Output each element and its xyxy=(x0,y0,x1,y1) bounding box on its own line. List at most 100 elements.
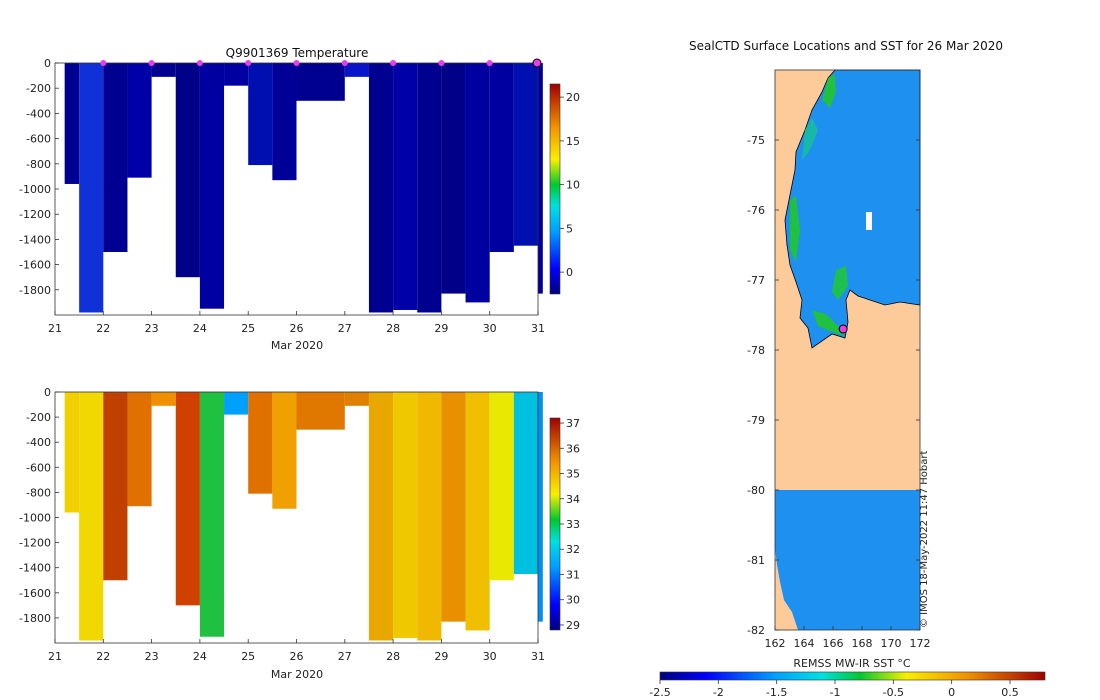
salinity-profile xyxy=(465,392,490,631)
x-tick-label: 23 xyxy=(145,322,159,335)
salinity-colorbar-ticks: 37 36 35 34 33 32 31 30 29 xyxy=(560,417,580,632)
temperature-profile xyxy=(79,63,104,313)
salinity-colorbar xyxy=(549,417,561,631)
temperature-colorbar xyxy=(549,83,561,295)
map-x-tick-label: 166 xyxy=(823,637,844,650)
y-tick-label: -800 xyxy=(26,486,51,499)
surface-marker xyxy=(390,60,397,66)
map-y-ticks: -75 -76 -77 -78 -79 -80 -81 -82 xyxy=(747,134,920,637)
salinity-profile xyxy=(513,392,538,574)
colorbar-tick-label: 5 xyxy=(566,222,573,235)
salinity-profile xyxy=(103,392,128,581)
map-y-tick-label: -82 xyxy=(747,624,765,637)
sst-colorbar-ticks: -2.5 -2 -1.5 -1 -0.5 0 0.5 xyxy=(649,680,1019,699)
southern-sst-field xyxy=(775,490,920,630)
map-x-tick-label: 164 xyxy=(794,637,815,650)
colorbar-tick-label: 31 xyxy=(566,568,580,581)
temperature-profile xyxy=(103,63,128,252)
salinity-profile xyxy=(538,392,543,622)
y-tick-label: -1400 xyxy=(19,233,51,246)
x-tick-label: 26 xyxy=(290,322,304,335)
salinity-x-ticks: 21 22 23 24 25 26 27 28 29 30 31 xyxy=(48,639,545,663)
map-y-tick-label: -76 xyxy=(747,204,765,217)
colorbar-tick-label: 37 xyxy=(566,417,580,430)
temperature-profile xyxy=(513,63,538,246)
salinity-profile xyxy=(79,392,104,641)
sst-tick-label: -0.5 xyxy=(883,686,904,699)
sst-tick-label: -1 xyxy=(830,686,841,699)
ice-patch xyxy=(866,212,872,230)
salinity-profile xyxy=(344,392,369,406)
map-y-tick-label: -77 xyxy=(747,274,765,287)
y-tick-label: -600 xyxy=(26,133,51,146)
map-x-ticks: 162 164 166 168 170 172 xyxy=(765,626,931,650)
salinity-profile xyxy=(441,392,466,622)
salinity-profiles xyxy=(64,392,543,641)
temperature-panel: Q9901369 Temperature 0 -200 -400 -600 -800 -1… xyxy=(19,46,580,352)
seal-position-marker xyxy=(838,324,848,334)
ocean-sst-field xyxy=(784,69,921,349)
salinity-y-ticks: 0 -200 -400 -600 -800 -1000 -1200 -1400 -1600 -18… xyxy=(19,386,59,625)
salinity-profile xyxy=(127,392,152,507)
temperature-profile xyxy=(199,63,225,309)
x-tick-label: 28 xyxy=(386,650,400,663)
temperature-profile xyxy=(393,63,418,310)
map-y-tick-label: -80 xyxy=(747,484,765,497)
temperature-profiles xyxy=(64,63,543,313)
y-tick-label: -400 xyxy=(26,436,51,449)
surface-marker xyxy=(100,60,107,66)
temperature-profile xyxy=(127,63,152,178)
colorbar-tick-label: 0 xyxy=(566,266,573,279)
current-position-marker xyxy=(532,58,542,68)
y-tick-label: -1200 xyxy=(19,537,51,550)
sst-tick-label: -2.5 xyxy=(649,686,670,699)
surface-marker xyxy=(486,60,493,66)
y-tick-label: -1000 xyxy=(19,183,51,196)
map-x-tick-label: 170 xyxy=(881,637,902,650)
salinity-profile xyxy=(393,392,418,638)
temperature-profile xyxy=(344,63,369,77)
temperature-profile xyxy=(489,63,514,252)
y-tick-label: -1600 xyxy=(19,259,51,272)
temperature-colorbar-ticks: 20 15 10 5 0 xyxy=(560,91,580,279)
surface-marker xyxy=(438,60,445,66)
sst-tick-label: -2 xyxy=(713,686,724,699)
y-tick-label: -1000 xyxy=(19,512,51,525)
temperature-x-ticks: 21 22 23 24 25 26 27 28 29 30 31 xyxy=(48,311,545,335)
sst-colorbar xyxy=(659,671,1046,681)
salinity-profile xyxy=(272,392,297,509)
surface-marker xyxy=(196,60,203,66)
y-tick-label: -1400 xyxy=(19,562,51,575)
temperature-profile xyxy=(224,63,249,86)
x-tick-label: 21 xyxy=(48,650,62,663)
map-x-tick-label: 168 xyxy=(852,637,873,650)
salinity-profile xyxy=(151,392,176,406)
colorbar-tick-label: 34 xyxy=(566,493,580,506)
x-tick-label: 21 xyxy=(48,322,62,335)
map-y-tick-label: -81 xyxy=(747,554,765,567)
colorbar-tick-label: 36 xyxy=(566,442,580,455)
x-tick-label: 27 xyxy=(338,650,352,663)
colorbar-tick-label: 33 xyxy=(566,518,580,531)
x-tick-label: 22 xyxy=(96,650,110,663)
sst-colorbar-label: REMSS MW-IR SST °C xyxy=(793,657,911,670)
surface-markers xyxy=(100,58,542,68)
salinity-profile xyxy=(248,392,273,494)
temperature-profile xyxy=(248,63,273,166)
y-tick-label: -200 xyxy=(26,82,51,95)
coastal-fringe xyxy=(790,196,800,262)
salinity-xlabel: Mar 2020 xyxy=(271,668,323,681)
x-tick-label: 24 xyxy=(193,650,207,663)
surface-marker xyxy=(148,60,155,66)
coastal-fringe xyxy=(812,310,845,336)
credit-text: © IMOS 18-May-2022 11:47 Hobart xyxy=(919,451,930,628)
x-tick-label: 29 xyxy=(434,650,448,663)
y-tick-label: 0 xyxy=(44,386,51,399)
map-x-tick-label: 162 xyxy=(765,637,786,650)
x-tick-label: 27 xyxy=(338,322,352,335)
x-tick-label: 28 xyxy=(386,322,400,335)
x-tick-label: 30 xyxy=(483,322,497,335)
y-tick-label: -1800 xyxy=(19,284,51,297)
x-tick-label: 29 xyxy=(434,322,448,335)
